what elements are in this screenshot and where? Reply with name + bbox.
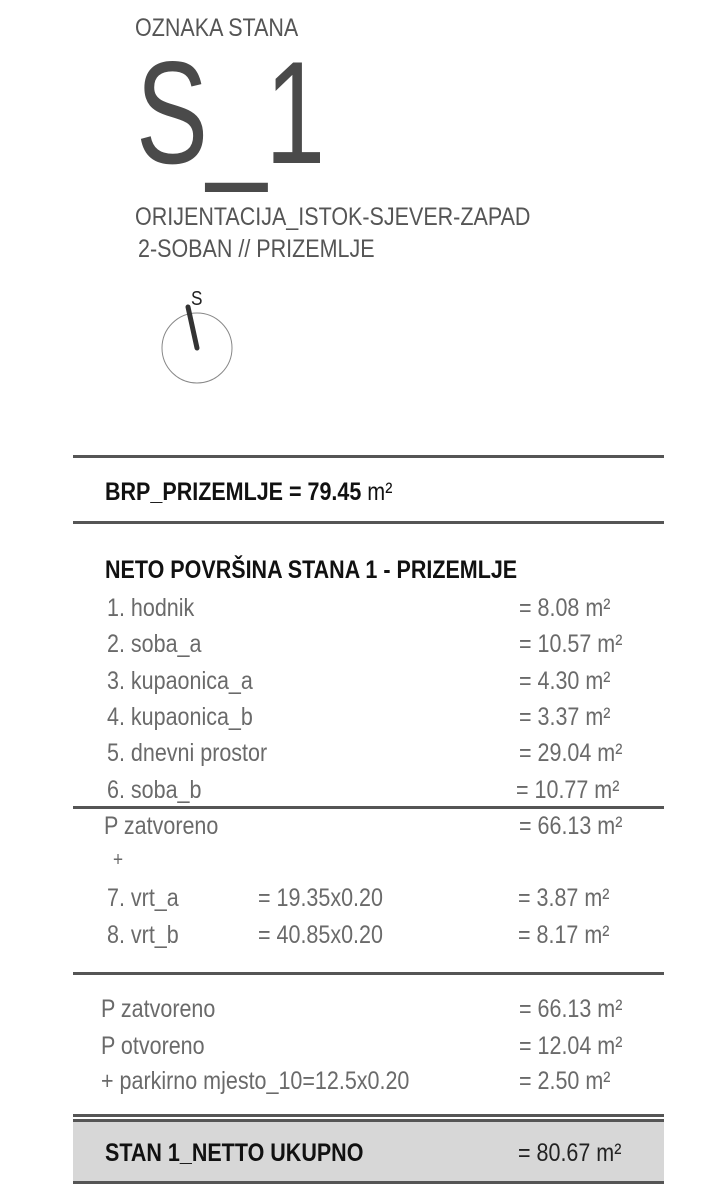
- garden-area: = 3.87 m²: [518, 884, 610, 912]
- garden-name: 8. vrt_b: [107, 921, 179, 949]
- orientation-text: ORIJENTACIJA_ISTOK-SJEVER-ZAPAD: [135, 203, 531, 231]
- compass-icon: [161, 304, 233, 384]
- room-name: 1. hodnik: [107, 594, 195, 622]
- brp-line: BRP_PRIZEMLJE = 79.45 m²: [105, 480, 392, 505]
- room-area: = 10.77 m²: [516, 776, 620, 804]
- summary-value: = 66.13 m²: [519, 995, 623, 1023]
- room-area: = 4.30 m²: [519, 667, 611, 695]
- summary-label: + parkirno mjesto_10=12.5x0.20: [101, 1067, 410, 1095]
- room-area: = 10.57 m²: [519, 630, 623, 658]
- closed-area-value: = 66.13 m²: [519, 812, 623, 840]
- apartment-label: OZNAKA STANA: [135, 14, 299, 42]
- garden-name: 7. vrt_a: [107, 884, 179, 912]
- room-name: 3. kupaonica_a: [107, 667, 253, 695]
- garden-formula: = 40.85x0.20: [258, 921, 383, 949]
- garden-formula: = 19.35x0.20: [258, 884, 383, 912]
- brp-unit: m²: [367, 478, 393, 506]
- summary-value: = 12.04 m²: [519, 1032, 623, 1060]
- brp-value: BRP_PRIZEMLJE = 79.45: [105, 478, 362, 506]
- total-label: STAN 1_NETTO UKUPNO: [105, 1139, 364, 1167]
- total-box: [73, 1120, 664, 1182]
- divider: [73, 972, 664, 975]
- summary-value: = 2.50 m²: [519, 1067, 611, 1095]
- total-value: = 80.67 m²: [518, 1139, 622, 1167]
- divider: [73, 1119, 664, 1122]
- room-name: 5. dnevni prostor: [107, 739, 268, 767]
- room-area: = 8.08 m²: [519, 594, 611, 622]
- room-name: 2. soba_a: [107, 630, 202, 658]
- room-name: 6. soba_b: [107, 776, 202, 804]
- room-area: = 29.04 m²: [519, 739, 623, 767]
- garden-area: = 8.17 m²: [518, 921, 610, 949]
- room-name: 4. kupaonica_b: [107, 703, 253, 731]
- plus-sign: +: [113, 849, 124, 871]
- divider: [73, 1181, 664, 1184]
- room-area: = 3.37 m²: [519, 703, 611, 731]
- divider: [73, 521, 664, 524]
- compass-letter: S: [191, 288, 203, 310]
- summary-label: P zatvoreno: [101, 995, 216, 1023]
- divider: [73, 806, 664, 809]
- divider: [73, 1114, 664, 1117]
- apartment-code: S_1: [136, 31, 325, 194]
- summary-label: P otvoreno: [101, 1032, 205, 1060]
- neto-title: NETO POVRŠINA STANA 1 - PRIZEMLJE: [105, 556, 518, 584]
- divider: [73, 455, 664, 458]
- closed-area-label: P zatvoreno: [104, 812, 219, 840]
- apartment-type: 2-SOBAN // PRIZEMLJE: [138, 235, 375, 263]
